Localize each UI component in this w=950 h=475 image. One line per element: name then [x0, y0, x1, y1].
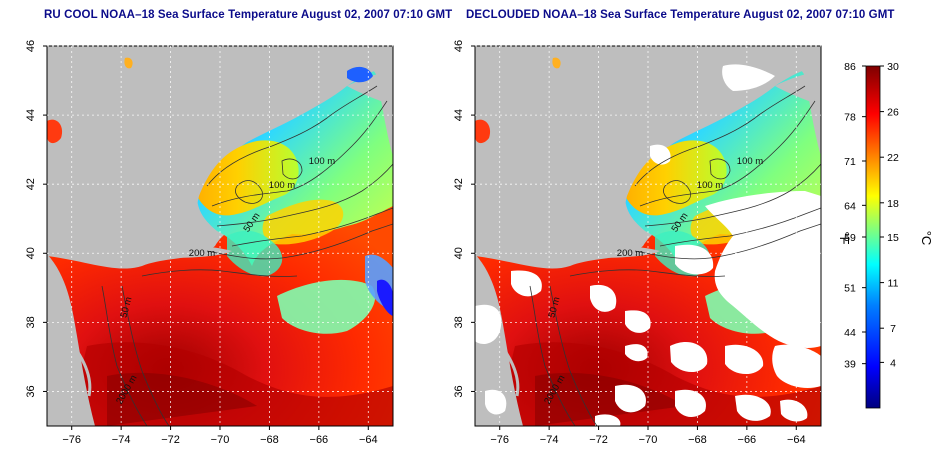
- y-tick-label: 46: [25, 40, 37, 52]
- fahrenheit-tick-label: 44: [844, 327, 856, 339]
- x-tick-label: −70: [639, 434, 658, 446]
- celsius-tick-label: 11: [888, 278, 899, 290]
- celsius-tick-label: 4: [890, 357, 896, 369]
- x-tick-label: −66: [738, 434, 757, 446]
- contour-label: 100 m: [269, 180, 295, 191]
- x-tick-label: −64: [787, 434, 806, 446]
- x-tick-label: −74: [112, 434, 131, 446]
- x-tick-label: −66: [310, 434, 329, 446]
- x-tick-label: −70: [211, 434, 230, 446]
- contour-label: 200 m: [189, 248, 215, 259]
- colorbar-ticks: 30 26 22 18 15 11 7 4 86 78 71 64 59 51 44 39: [844, 61, 899, 371]
- x-tick-label: −72: [589, 434, 608, 446]
- fahrenheit-tick-label: 64: [844, 200, 856, 212]
- contour-label: 100 m: [737, 156, 763, 167]
- contour-label: 200 m: [617, 248, 643, 259]
- x-tick-label: −72: [161, 434, 180, 446]
- contour-label: 100 m: [697, 180, 723, 191]
- left-panel-title: RU COOL NOAA–18 Sea Surface Temperature …: [44, 9, 453, 21]
- contour-label: 100 m: [309, 156, 335, 167]
- celsius-tick-label: 7: [890, 323, 896, 335]
- y-tick-label: 42: [25, 178, 37, 190]
- x-tick-label: −76: [490, 434, 509, 446]
- celsius-tick-label: 18: [887, 198, 899, 210]
- fahrenheit-tick-label: 51: [844, 283, 856, 295]
- left-sst-map: [47, 46, 393, 426]
- left-axes: −76 −74 −72 −70 −68 −66 −64 36 38 40 42 44 46: [25, 40, 378, 446]
- celsius-tick-label: 15: [887, 232, 899, 244]
- y-tick-label: 44: [453, 109, 465, 121]
- celsius-label: °C: [919, 231, 934, 246]
- x-tick-label: −68: [260, 434, 279, 446]
- celsius-tick-label: 22: [887, 152, 899, 164]
- y-tick-label: 42: [453, 178, 465, 190]
- y-tick-label: 44: [25, 109, 37, 121]
- fahrenheit-label: °F: [837, 231, 852, 244]
- left-map-grid: [47, 45, 393, 426]
- fahrenheit-tick-label: 71: [844, 156, 856, 168]
- fahrenheit-tick-label: 59: [844, 232, 856, 244]
- right-panel-title: DECLOUDED NOAA–18 Sea Surface Temperatur…: [466, 9, 895, 21]
- x-tick-label: −68: [688, 434, 707, 446]
- celsius-tick-label: 30: [887, 61, 899, 73]
- y-tick-label: 36: [453, 385, 465, 397]
- colorbar: [865, 65, 881, 409]
- y-tick-label: 40: [25, 247, 37, 259]
- fahrenheit-tick-label: 39: [844, 359, 856, 371]
- y-tick-label: 38: [25, 316, 37, 328]
- y-tick-label: 46: [453, 40, 465, 52]
- x-tick-label: −64: [359, 434, 378, 446]
- y-tick-label: 36: [25, 385, 37, 397]
- right-axes: −76 −74 −72 −70 −68 −66 −64 36 38 40 42 44 46: [453, 40, 806, 446]
- celsius-tick-label: 26: [887, 107, 899, 119]
- right-map-grid: [475, 45, 821, 426]
- y-tick-label: 40: [453, 247, 465, 259]
- contour-label: 50 m: [119, 296, 135, 319]
- contour-label: 50 m: [547, 296, 563, 319]
- y-tick-label: 38: [453, 316, 465, 328]
- fahrenheit-tick-label: 86: [844, 61, 856, 73]
- x-tick-label: −76: [62, 434, 81, 446]
- fahrenheit-tick-label: 78: [844, 112, 856, 124]
- x-tick-label: −74: [540, 434, 559, 446]
